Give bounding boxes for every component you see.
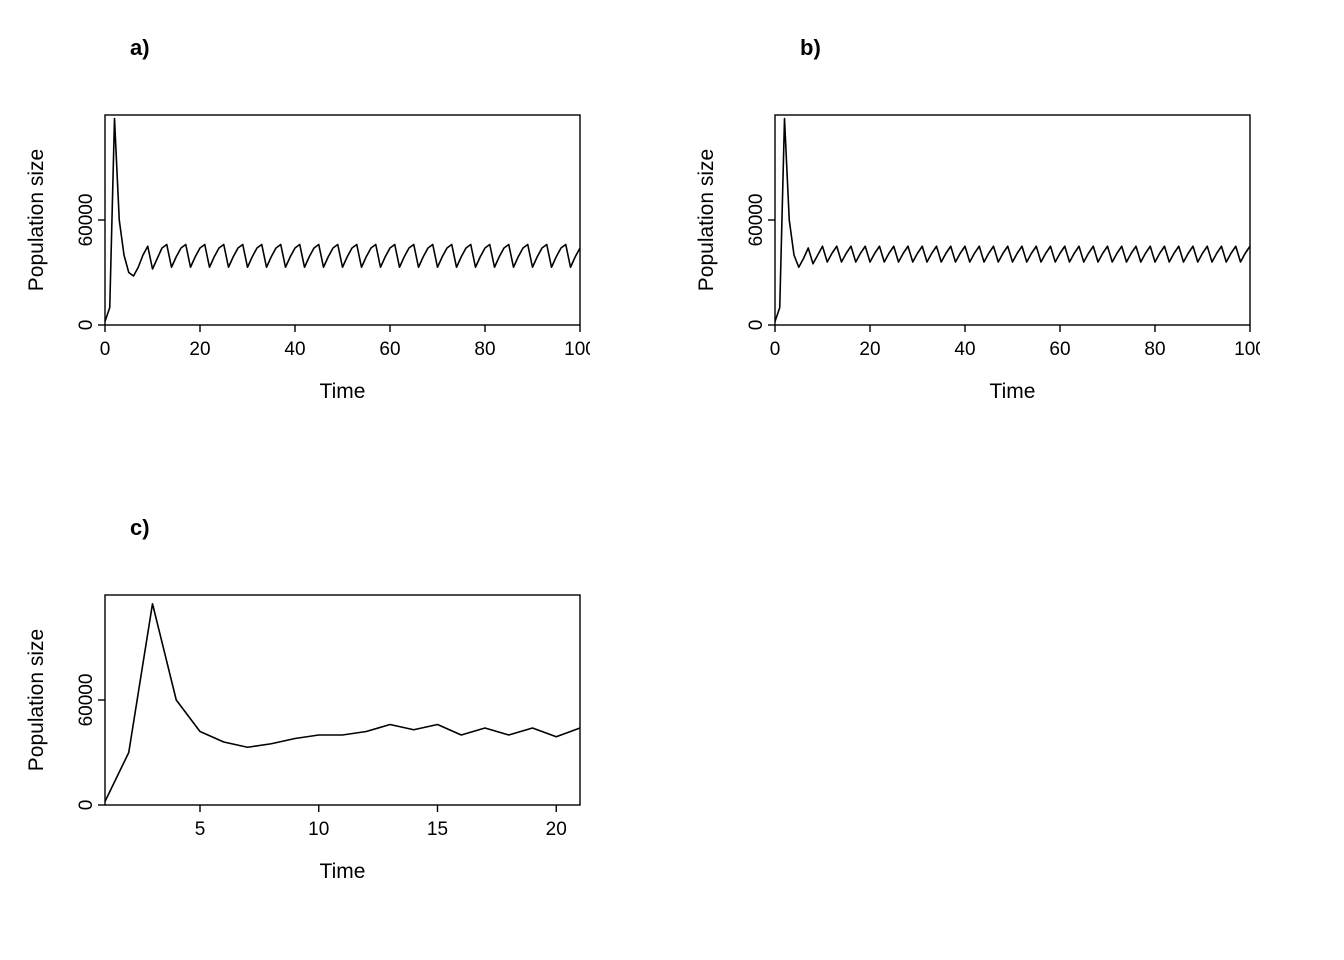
x-tick-label: 20 xyxy=(546,819,567,840)
x-tick-label: 60 xyxy=(1049,339,1070,360)
y-tick-label: 0 xyxy=(76,320,97,331)
x-tick-label: 20 xyxy=(189,339,210,360)
plot-a: 0 20 40 60 80 100 0 60000 xyxy=(45,110,590,390)
plot-box xyxy=(775,115,1250,325)
panel-title-c: c) xyxy=(130,515,150,541)
x-tick-label: 100 xyxy=(1234,339,1260,360)
x-tick-label: 60 xyxy=(379,339,400,360)
x-tick-label: 40 xyxy=(284,339,305,360)
panel-title-a: a) xyxy=(130,35,150,61)
x-tick-label: 0 xyxy=(100,339,111,360)
y-axis-label-c: Population size xyxy=(25,595,49,805)
y-tick-label: 0 xyxy=(76,800,97,811)
figure: a)020406080100060000TimePopulation sizeb… xyxy=(0,0,1344,960)
y-tick-label: 60000 xyxy=(76,194,97,247)
plot-b: 0 20 40 60 80 100 0 60000 xyxy=(715,110,1260,390)
plot-box xyxy=(105,115,580,325)
y-tick-label: 60000 xyxy=(746,194,767,247)
y-axis-label-a: Population size xyxy=(25,115,49,325)
y-tick-label: 0 xyxy=(746,320,767,331)
panel-title-b: b) xyxy=(800,35,821,61)
x-tick-label: 10 xyxy=(308,819,329,840)
y-tick-label: 60000 xyxy=(76,674,97,727)
x-axis-label-c: Time xyxy=(105,860,580,884)
series-line xyxy=(105,604,580,802)
x-tick-label: 80 xyxy=(474,339,495,360)
x-tick-label: 5 xyxy=(195,819,206,840)
plot-c: 5 10 15 20 0 60000 xyxy=(45,590,590,870)
x-tick-label: 80 xyxy=(1144,339,1165,360)
x-tick-label: 40 xyxy=(954,339,975,360)
x-axis-label-b: Time xyxy=(775,380,1250,404)
x-tick-label: 0 xyxy=(770,339,781,360)
x-tick-label: 100 xyxy=(564,339,590,360)
x-tick-label: 20 xyxy=(859,339,880,360)
series-line xyxy=(105,119,580,322)
y-axis-label-b: Population size xyxy=(695,115,719,325)
x-tick-label: 15 xyxy=(427,819,448,840)
x-axis-label-a: Time xyxy=(105,380,580,404)
series-line xyxy=(775,119,1250,322)
